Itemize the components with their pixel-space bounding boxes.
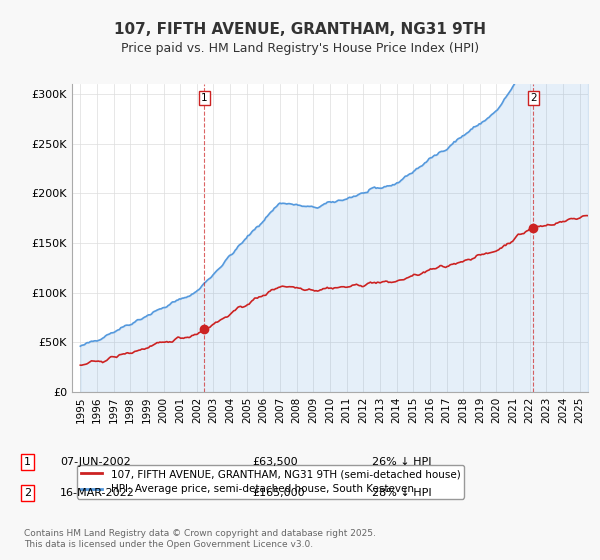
Text: 2: 2	[530, 93, 536, 103]
Text: £63,500: £63,500	[252, 457, 298, 467]
Text: 28% ↓ HPI: 28% ↓ HPI	[372, 488, 431, 498]
Text: 107, FIFTH AVENUE, GRANTHAM, NG31 9TH: 107, FIFTH AVENUE, GRANTHAM, NG31 9TH	[114, 22, 486, 38]
Text: 16-MAR-2022: 16-MAR-2022	[60, 488, 135, 498]
Text: 1: 1	[24, 457, 31, 467]
Text: Price paid vs. HM Land Registry's House Price Index (HPI): Price paid vs. HM Land Registry's House …	[121, 42, 479, 55]
Legend: 107, FIFTH AVENUE, GRANTHAM, NG31 9TH (semi-detached house), HPI: Average price,: 107, FIFTH AVENUE, GRANTHAM, NG31 9TH (s…	[77, 465, 464, 498]
Text: Contains HM Land Registry data © Crown copyright and database right 2025.
This d: Contains HM Land Registry data © Crown c…	[24, 529, 376, 549]
Text: 26% ↓ HPI: 26% ↓ HPI	[372, 457, 431, 467]
Text: 07-JUN-2002: 07-JUN-2002	[60, 457, 131, 467]
Text: 2: 2	[24, 488, 31, 498]
Text: £165,000: £165,000	[252, 488, 305, 498]
Text: 1: 1	[201, 93, 208, 103]
